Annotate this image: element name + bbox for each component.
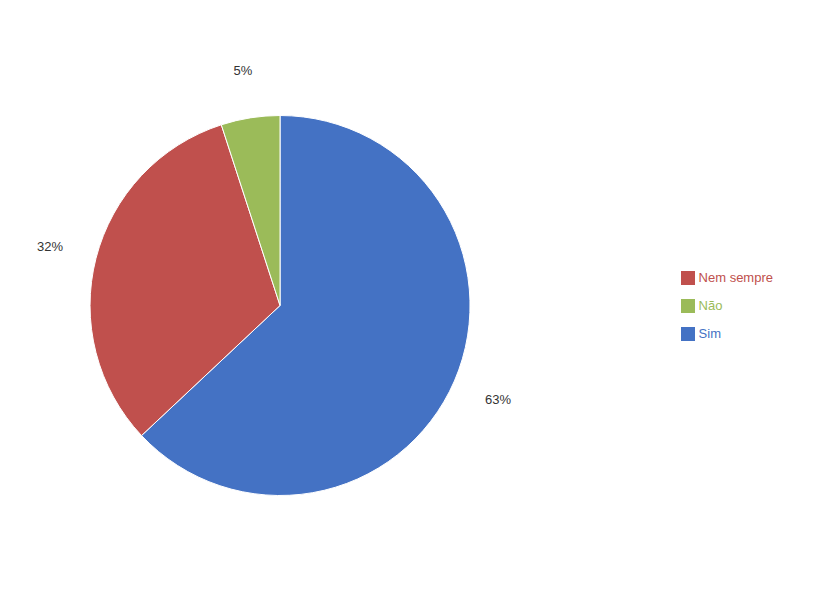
- svg-text:63%: 63%: [485, 392, 511, 407]
- svg-text:5%: 5%: [233, 63, 252, 78]
- html-text:Não: Não: [698, 297, 723, 313]
- html-text:Sim: Sim: [698, 325, 721, 341]
- svg-text:32%: 32%: [37, 239, 63, 254]
- html-text:Nem sempre: Nem sempre: [698, 269, 773, 285]
